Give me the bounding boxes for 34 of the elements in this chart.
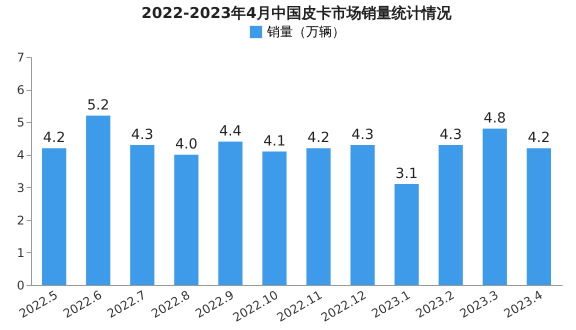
y-tick-label: 2 (16, 213, 24, 228)
bar (86, 116, 110, 285)
text: 4.3 (440, 126, 462, 143)
text: 4.4 (219, 124, 242, 140)
y-tick-label: 7 (16, 50, 24, 64)
text: 4.3 (131, 126, 154, 143)
bar (306, 148, 331, 285)
text: 4.0 (175, 136, 198, 153)
text: 4.2 (43, 130, 66, 146)
y-tick-label: 5 (16, 116, 24, 130)
legend-label: 销量（万辆） (266, 25, 345, 40)
bar (130, 144, 154, 285)
bar (394, 184, 419, 285)
bar (42, 148, 66, 285)
text: 4.2 (307, 130, 330, 146)
text: 5.2 (87, 98, 110, 114)
y-tick-label: 4 (16, 148, 24, 162)
bar (438, 144, 463, 285)
y-tick-label: 6 (16, 83, 24, 98)
text: 4.2 (528, 130, 550, 146)
bar (482, 128, 507, 285)
text: 3.1 (396, 166, 418, 182)
bar (218, 142, 243, 285)
bar (262, 151, 287, 285)
bar (526, 148, 551, 285)
text: 4.3 (351, 126, 374, 143)
text: 4.1 (263, 133, 286, 150)
y-tick-label: 3 (16, 180, 24, 195)
y-tick-label: 1 (16, 246, 24, 260)
text: 4.8 (484, 110, 506, 127)
bar (350, 144, 375, 285)
y-tick-label: 0 (16, 278, 24, 292)
bar (174, 154, 198, 285)
chart-title: 2022-2023年4月中国皮卡市场销量统计情况 (141, 4, 453, 22)
